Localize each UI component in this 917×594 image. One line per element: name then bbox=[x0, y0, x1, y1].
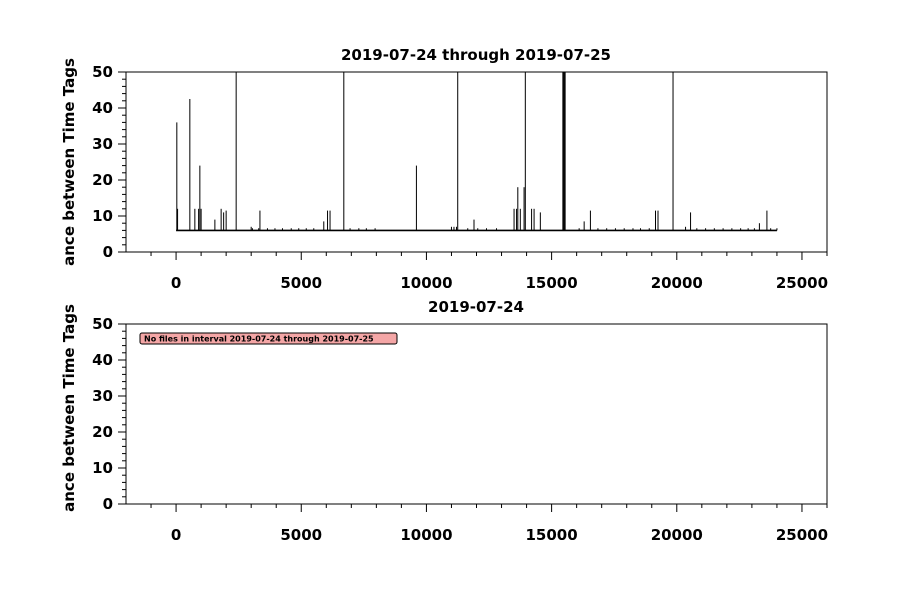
y-tick-label: 40 bbox=[92, 99, 113, 117]
x-tick-label: 10000 bbox=[400, 274, 452, 292]
x-tick-label: 5000 bbox=[280, 274, 322, 292]
bottom-chart-plot-frame bbox=[125, 323, 828, 505]
x-tick-label: 25000 bbox=[776, 274, 828, 292]
top-chart-ylabel: ance between Time Tags bbox=[60, 58, 78, 266]
bottom-chart-axes: 0 5000 10000 15000 20000 25000 0 10 20 30 40 50 bbox=[92, 315, 828, 544]
x-tick-label: 20000 bbox=[651, 526, 703, 544]
bottom-chart-title: 2019-07-24 bbox=[428, 298, 524, 316]
y-tick-label: 0 bbox=[103, 243, 113, 261]
x-tick-label: 25000 bbox=[776, 526, 828, 544]
top-chart-axes: 0 5000 10000 15000 20000 25000 0 10 20 30 40 50 bbox=[92, 63, 828, 292]
bottom-chart-ylabel: ance between Time Tags bbox=[60, 304, 78, 512]
x-tick-label: 0 bbox=[171, 526, 181, 544]
x-tick-label: 5000 bbox=[280, 526, 322, 544]
top-chart-panel: 2019-07-24 through 2019-07-25 ance betwe… bbox=[60, 46, 828, 292]
top-chart-plot-frame bbox=[125, 71, 828, 253]
y-tick-label: 10 bbox=[92, 207, 113, 225]
x-tick-label: 10000 bbox=[400, 526, 452, 544]
x-tick-label: 15000 bbox=[526, 526, 578, 544]
y-tick-label: 50 bbox=[92, 315, 113, 333]
y-tick-label: 10 bbox=[92, 459, 113, 477]
x-tick-label: 0 bbox=[171, 274, 181, 292]
y-tick-label: 40 bbox=[92, 351, 113, 369]
x-tick-label: 20000 bbox=[651, 274, 703, 292]
no-files-annotation: No files in interval 2019-07-24 through … bbox=[139, 332, 398, 345]
y-tick-label: 20 bbox=[92, 171, 113, 189]
top-chart-title: 2019-07-24 through 2019-07-25 bbox=[341, 46, 611, 64]
annotation-text: No files in interval 2019-07-24 through … bbox=[144, 335, 374, 344]
y-tick-label: 30 bbox=[92, 135, 113, 153]
y-tick-label: 50 bbox=[92, 63, 113, 81]
top-chart-data-series bbox=[176, 72, 778, 232]
y-tick-label: 20 bbox=[92, 423, 113, 441]
y-tick-label: 30 bbox=[92, 387, 113, 405]
y-tick-label: 0 bbox=[103, 495, 113, 513]
bottom-chart-panel: 2019-07-24 ance between Time Tags 0 5000 1… bbox=[60, 298, 828, 544]
annotation-box bbox=[139, 332, 398, 345]
x-tick-label: 15000 bbox=[526, 274, 578, 292]
